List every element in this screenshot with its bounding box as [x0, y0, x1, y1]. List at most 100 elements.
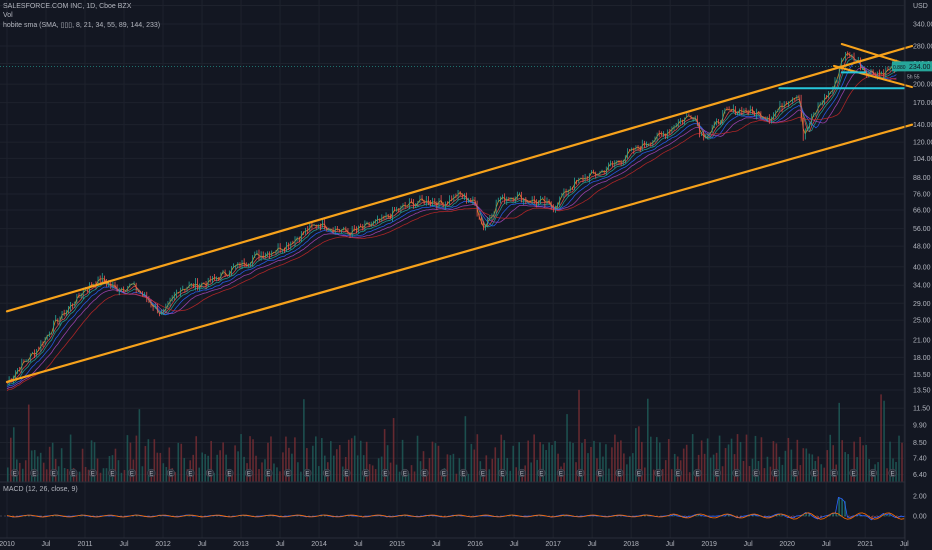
time-tick-label: 2016 — [467, 541, 483, 548]
earnings-marker[interactable] — [439, 468, 448, 478]
earnings-marker[interactable] — [361, 468, 370, 478]
earnings-marker[interactable] — [264, 468, 273, 478]
volume-bar — [739, 441, 742, 482]
earnings-marker[interactable] — [283, 468, 292, 478]
price-tick-label: 7.40 — [913, 456, 927, 463]
earnings-marker[interactable] — [49, 468, 58, 478]
earnings-marker[interactable] — [303, 468, 312, 478]
vol-legend[interactable]: Vol — [3, 12, 13, 19]
earnings-marker[interactable] — [205, 468, 214, 478]
earnings-marker[interactable] — [166, 468, 175, 478]
earnings-marker[interactable] — [147, 468, 156, 478]
earnings-marker-label: E — [520, 472, 524, 478]
earnings-marker[interactable] — [556, 468, 566, 478]
macd-histogram-bar — [835, 513, 837, 517]
price-tick-label: 9.90 — [913, 423, 927, 430]
earnings-marker[interactable] — [537, 468, 546, 478]
earnings-marker[interactable] — [225, 468, 234, 478]
earnings-marker[interactable] — [576, 468, 585, 478]
earnings-marker[interactable] — [69, 468, 78, 478]
volume-bar — [446, 454, 449, 482]
earnings-marker[interactable] — [732, 468, 741, 478]
earnings-marker[interactable] — [400, 468, 409, 478]
earnings-marker[interactable] — [654, 468, 663, 478]
earnings-marker[interactable] — [30, 468, 39, 478]
volume-bar — [66, 469, 69, 482]
macd-legend[interactable]: MACD (12, 26, close, 9) — [3, 486, 78, 493]
macd-histogram-bar — [838, 497, 840, 517]
volume-bar — [623, 453, 625, 482]
earnings-marker[interactable] — [595, 468, 605, 478]
price-tick-label: 104.00 — [913, 156, 932, 163]
earnings-marker[interactable] — [771, 468, 780, 478]
earnings-marker[interactable] — [829, 468, 839, 478]
earnings-marker[interactable] — [88, 468, 97, 478]
channel-upper-line[interactable] — [5, 44, 914, 313]
earnings-marker[interactable] — [108, 468, 117, 478]
volume-bar — [81, 448, 84, 482]
volume-bar — [823, 467, 826, 482]
macd-histogram-bar — [808, 513, 810, 517]
earnings-marker[interactable] — [342, 468, 351, 478]
earnings-marker[interactable] — [127, 468, 136, 478]
earnings-marker[interactable] — [322, 468, 331, 478]
earnings-marker[interactable] — [10, 468, 19, 478]
volume-bar — [898, 435, 900, 482]
earnings-marker[interactable] — [634, 468, 644, 478]
earnings-marker[interactable] — [810, 468, 819, 478]
volume-bar — [258, 469, 260, 482]
macd-tick-label: 0.00 — [913, 514, 927, 521]
volume-bar — [796, 439, 799, 482]
earnings-marker-label: E — [13, 472, 17, 478]
earnings-marker[interactable] — [790, 468, 800, 478]
volume-bar — [282, 452, 284, 482]
last-price-badge[interactable] — [906, 61, 932, 72]
volume-bar — [644, 467, 646, 482]
volume-bar — [497, 458, 500, 482]
earnings-marker[interactable] — [712, 468, 722, 478]
earnings-marker[interactable] — [381, 468, 390, 478]
volume-bar — [542, 444, 544, 482]
time-tick-label: Jul — [822, 541, 831, 548]
channel-lower-line[interactable] — [5, 123, 914, 383]
earnings-marker[interactable] — [186, 468, 195, 478]
volume-bar — [216, 454, 218, 482]
earnings-marker[interactable] — [478, 468, 488, 478]
symbol-legend[interactable]: SALESFORCE.COM INC, 1D, Cboe BZX — [3, 3, 132, 10]
earnings-marker[interactable] — [751, 468, 761, 478]
volume-bar — [303, 399, 305, 482]
volume-bar — [763, 468, 766, 482]
earnings-marker[interactable] — [868, 468, 878, 478]
volume-bar — [661, 469, 664, 482]
earnings-marker[interactable] — [498, 468, 507, 478]
volume-bar — [78, 471, 81, 482]
sma-legend[interactable]: hobite sma (SMA, ▯▯▯, 8, 21, 34, 55, 89,… — [3, 22, 161, 29]
wedge-up-line[interactable] — [832, 64, 913, 89]
volume-bar — [667, 439, 670, 482]
volume-bar — [410, 465, 413, 482]
earnings-marker[interactable] — [517, 468, 527, 478]
earnings-marker-label: E — [208, 472, 212, 478]
earnings-marker[interactable] — [244, 468, 253, 478]
time-axis[interactable]: 2010 Jul 2011 Jul 2012 Jul 2013 Jul 2014 Jul 2015 J… — [0, 537, 909, 548]
earnings-marker[interactable] — [693, 468, 702, 478]
volume-bar — [329, 441, 332, 482]
volume-bar — [138, 409, 141, 482]
earnings-marker[interactable] — [459, 468, 468, 478]
macd-pane — [0, 496, 906, 521]
earnings-marker[interactable] — [420, 468, 429, 478]
earnings-marker[interactable] — [673, 468, 683, 478]
earnings-marker[interactable] — [888, 468, 897, 478]
time-tick-label: 2013 — [233, 541, 249, 548]
volume-bar — [853, 441, 855, 482]
volume-bar — [748, 466, 751, 482]
price-tick-label: 170.00 — [913, 100, 932, 107]
volume-bar — [799, 465, 802, 482]
volume-bar — [685, 444, 688, 482]
price-axis[interactable]: 340.00280.00240.00200.00170.00140.00120.… — [892, 21, 932, 521]
earnings-marker[interactable] — [615, 468, 624, 478]
volume-bar — [452, 453, 455, 482]
earnings-marker-label: E — [481, 472, 485, 478]
earnings-marker[interactable] — [849, 468, 858, 478]
